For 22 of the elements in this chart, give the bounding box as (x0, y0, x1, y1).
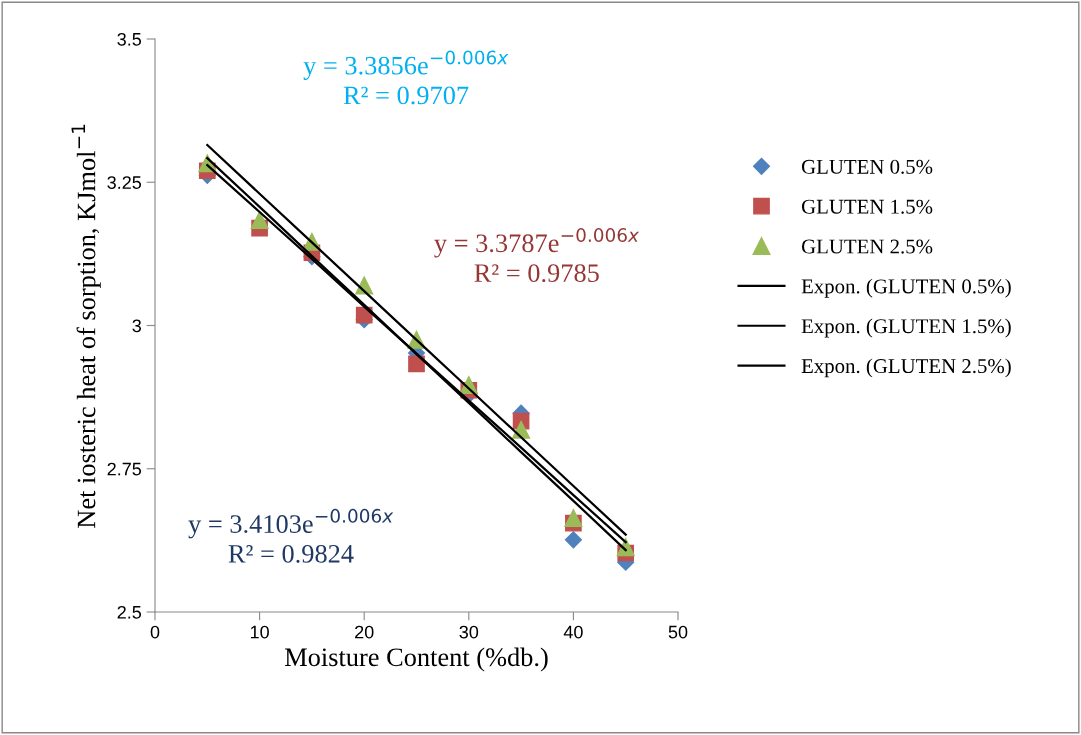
x-tick-label: 40 (563, 625, 583, 639)
y-axis-title: Net iosteric heat of sorption, KJmol$^{−1}$ (71, 124, 101, 528)
annotation: y = 3.3856e$^{−0.006x}$ R² = 0.9707 (303, 50, 509, 105)
annotation: y = 3.4103e$^{−0.006x}$ R² = 0.9824 (188, 508, 394, 563)
legend-label: GLUTEN 0.5% (801, 159, 933, 174)
y-tick-label: 2.75 (107, 462, 142, 476)
x-axis-title: Moisture Content (%db.) (284, 647, 548, 672)
x-tick-label: 50 (668, 625, 688, 639)
legend-label: Expon. (GLUTEN 0.5%) (801, 278, 1011, 298)
y-tick-label: 3 (132, 319, 142, 333)
x-tick-label: 10 (250, 625, 269, 639)
annotation: y = 3.3787e$^{−0.006x}$ R² = 0.9785 (434, 228, 640, 283)
x-tick-label: 20 (355, 625, 374, 639)
legend-label: Expon. (GLUTEN 1.5%) (801, 318, 1011, 338)
y-tick-label: 2.5 (117, 605, 142, 619)
legend-label: Expon. (GLUTEN 2.5%) (801, 358, 1011, 378)
y-tick-label: 3.5 (117, 32, 142, 46)
y-tick-label: 3.25 (107, 176, 142, 189)
x-tick-label: 0 (150, 625, 160, 639)
legend-label: GLUTEN 2.5% (801, 239, 933, 254)
legend-label: GLUTEN 1.5% (801, 199, 933, 214)
x-tick-label: 30 (459, 625, 479, 639)
